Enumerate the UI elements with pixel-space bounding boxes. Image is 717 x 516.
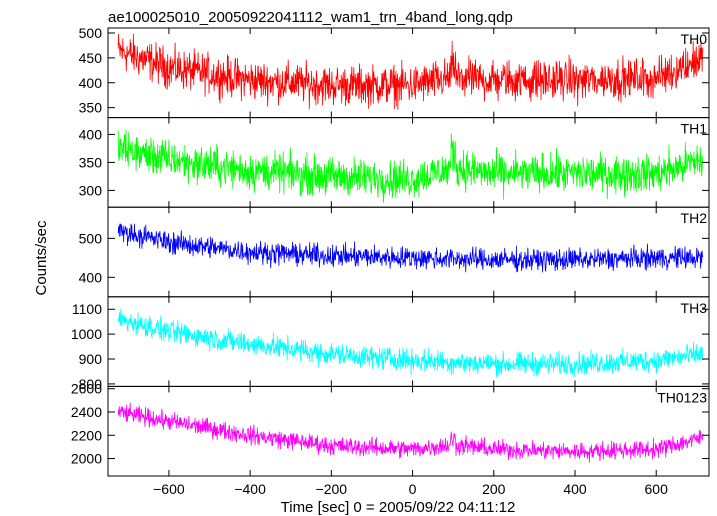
- panel-label: TH1: [681, 121, 708, 137]
- x-tick-label: −600: [153, 481, 185, 497]
- y-tick-label: 300: [79, 182, 103, 198]
- x-tick-label: 600: [645, 481, 669, 497]
- y-tick-label: 350: [79, 100, 103, 116]
- series-line-th3: [117, 308, 704, 378]
- y-tick-label: 350: [79, 154, 103, 170]
- y-tick-label: 2200: [71, 427, 102, 443]
- x-axis-label: Time [sec] 0 = 2005/09/22 04:11:12: [281, 499, 516, 516]
- panel-th0: 350 400 450 500 TH0: [79, 25, 710, 119]
- y-tick-label: 500: [79, 25, 103, 41]
- y-tick-label: 2600: [71, 381, 102, 397]
- y-tick-label: 1100: [72, 301, 102, 317]
- y-tick-label: 450: [79, 50, 103, 66]
- series-line-th0: [117, 33, 704, 110]
- y-tick-label: 1000: [71, 326, 102, 342]
- panels: 350 400 450 500 TH0 300 350 400 TH1 400 500 TH2 800 9…: [71, 25, 710, 477]
- series-line-th0123: [117, 402, 704, 463]
- panel-frame: [107, 385, 710, 477]
- y-tick-label: 2400: [71, 404, 102, 420]
- y-tick-label: 800: [79, 376, 103, 392]
- panel-label: TH0: [681, 31, 708, 47]
- panel-th2: 400 500 TH2: [79, 206, 710, 298]
- panel-label: TH2: [681, 210, 708, 226]
- panel-th1: 300 350 400 TH1: [79, 117, 710, 208]
- y-tick-label: 500: [79, 230, 103, 246]
- panel-label: TH0123: [657, 389, 707, 405]
- y-tick-label: 400: [79, 126, 103, 142]
- y-tick-label: 2000: [71, 451, 102, 467]
- panel-label: TH3: [681, 300, 708, 316]
- x-tick-label: −400: [234, 481, 266, 497]
- panel-frame: [107, 27, 710, 119]
- x-axis: −600 −400 −200 0 200 400 600: [153, 481, 668, 497]
- x-tick-label: −200: [316, 481, 348, 497]
- chart-title: ae100025010_20050922041112_wam1_trn_4ban…: [108, 9, 513, 26]
- panel-th0123: 2000 2200 2400 2600 TH0123: [71, 381, 710, 477]
- x-tick-label: 400: [563, 481, 587, 497]
- series-line-th1: [117, 129, 704, 203]
- y-tick-label: 400: [79, 269, 103, 285]
- x-tick-label: 0: [409, 481, 417, 497]
- y-tick-label: 900: [79, 351, 103, 367]
- y-tick-label: 400: [79, 75, 103, 91]
- series-line-th2: [117, 223, 704, 273]
- x-tick-label: 200: [482, 481, 506, 497]
- panel-th3: 800 900 1000 1100 TH3: [71, 296, 710, 392]
- y-axis-label: Counts/sec: [33, 220, 50, 296]
